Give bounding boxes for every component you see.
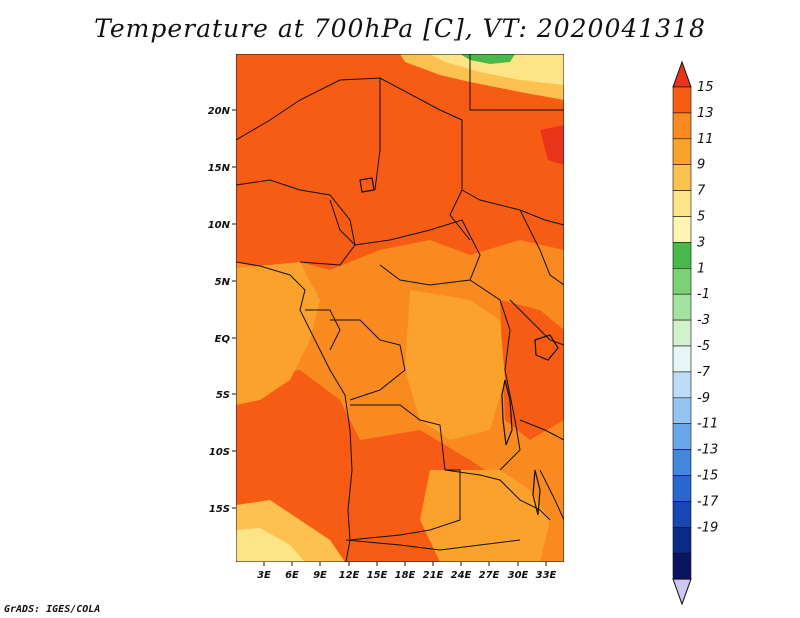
map-title: Temperature at 700hPa [C], VT: 202004131… bbox=[94, 14, 706, 43]
lake-chad bbox=[359, 177, 375, 193]
mild-region-southeast bbox=[420, 470, 550, 562]
colorbar-label: -3 bbox=[697, 313, 710, 328]
border-south bbox=[345, 539, 521, 551]
green-region-north bbox=[460, 54, 515, 64]
colorbar-label: 15 bbox=[697, 80, 714, 95]
lon-label: 3E bbox=[257, 570, 271, 581]
lon-label: 9E bbox=[313, 570, 327, 581]
colorbar-label: -7 bbox=[697, 365, 711, 380]
country-borders bbox=[236, 54, 564, 562]
border-cameroon bbox=[329, 199, 356, 246]
border-tanzania bbox=[519, 419, 564, 441]
lat-label: 10N bbox=[208, 220, 231, 231]
warm-region-east bbox=[500, 300, 564, 440]
colorbar-swatch bbox=[672, 190, 692, 217]
lake-victoria bbox=[534, 334, 559, 361]
border-drc-east bbox=[469, 279, 521, 471]
latitude-axis: 20N 15N 10N 5N EQ 5S 10S 15S bbox=[208, 106, 236, 515]
cool-region-southwest-inner bbox=[236, 528, 305, 562]
colorbar-label: 3 bbox=[697, 235, 705, 250]
border-mozambique bbox=[539, 469, 564, 521]
pale-region-north bbox=[430, 54, 564, 85]
colorbar-label: -15 bbox=[697, 469, 718, 484]
temperature-map bbox=[236, 54, 564, 562]
colorbar-swatch bbox=[672, 526, 692, 554]
colorbar-label: -17 bbox=[697, 494, 719, 509]
colorbar-bottom-arrow bbox=[672, 578, 692, 606]
lon-label: 24E bbox=[451, 570, 472, 581]
colorbar-swatch bbox=[672, 501, 692, 528]
lat-label: 10S bbox=[209, 447, 230, 458]
border-uganda-kenya bbox=[509, 299, 564, 346]
colorbar-label: -5 bbox=[697, 339, 710, 354]
border-car bbox=[354, 219, 481, 286]
warm-region-north bbox=[236, 54, 564, 270]
lon-label: 12E bbox=[339, 570, 360, 581]
colorbar-swatch bbox=[672, 319, 692, 347]
colorbar: 15 13 11 9 7 5 3 1 -1 -3 -5 -7 -9 -11 -13 -15 -17 -19 bbox=[672, 60, 719, 606]
border-chad-sudan bbox=[379, 77, 471, 241]
colorbar-label: -19 bbox=[697, 520, 718, 535]
lon-label: 6E bbox=[285, 570, 299, 581]
colorbar-swatch bbox=[672, 267, 692, 295]
border-nigeria bbox=[236, 179, 356, 266]
lon-label: 27E bbox=[479, 570, 500, 581]
colorbar-swatch bbox=[672, 397, 692, 424]
colorbar-label: 9 bbox=[697, 158, 705, 173]
colorbar-swatch bbox=[672, 138, 692, 166]
border-gabon bbox=[305, 309, 341, 351]
colorbar-swatch bbox=[672, 552, 692, 580]
lon-label: 33E bbox=[536, 570, 557, 581]
border-angola bbox=[349, 404, 461, 541]
grads-credit: GrADS: IGES/COLA bbox=[4, 604, 101, 615]
lat-label: EQ bbox=[215, 334, 231, 345]
colorbar-swatch bbox=[672, 86, 692, 114]
lakes bbox=[359, 177, 559, 516]
colorbar-label: -13 bbox=[697, 443, 718, 458]
colorbar-swatch bbox=[672, 112, 692, 140]
colorbar-label: -11 bbox=[697, 417, 718, 432]
longitude-axis: 3E 6E 9E 12E 15E 18E 21E 24E 27E 30E 33E bbox=[257, 562, 557, 581]
colorbar-swatch bbox=[672, 449, 692, 476]
lat-label: 15N bbox=[208, 163, 231, 174]
coastline-west bbox=[236, 261, 353, 562]
lon-label: 21E bbox=[423, 570, 444, 581]
colorbar-label: 7 bbox=[697, 184, 706, 199]
colorbar-swatch bbox=[672, 242, 692, 269]
colorbar-swatch bbox=[672, 164, 692, 191]
mild-region-west bbox=[236, 262, 320, 405]
border-ethiopia bbox=[519, 209, 564, 286]
colorbar-swatch bbox=[672, 293, 692, 321]
lat-label: 15S bbox=[209, 504, 230, 515]
lake-tanganyika bbox=[501, 379, 513, 446]
border-niger-chad bbox=[236, 77, 381, 191]
lon-label: 15E bbox=[367, 570, 388, 581]
colorbar-label: 11 bbox=[697, 132, 714, 147]
colorbar-swatch bbox=[672, 475, 692, 502]
colorbar-swatch bbox=[672, 371, 692, 399]
colorbar-label: 1 bbox=[697, 261, 705, 276]
lat-label: 5N bbox=[215, 277, 231, 288]
colorbar-label: -1 bbox=[697, 287, 710, 302]
border-egypt-sudan bbox=[469, 54, 564, 111]
colorbar-label: -9 bbox=[697, 391, 710, 406]
colorbar-label: 5 bbox=[697, 210, 705, 225]
colorbar-swatch bbox=[672, 216, 692, 243]
lat-label: 20N bbox=[208, 106, 231, 117]
border-zambia bbox=[444, 469, 551, 521]
colorbar-swatch bbox=[672, 345, 692, 373]
colorbar-top-arrow bbox=[672, 60, 692, 88]
lon-label: 18E bbox=[395, 570, 416, 581]
colorbar-swatch bbox=[672, 423, 692, 450]
lon-label: 30E bbox=[508, 570, 529, 581]
lake-malawi bbox=[532, 469, 541, 516]
lat-label: 5S bbox=[216, 390, 230, 401]
mild-region-center bbox=[405, 290, 505, 440]
hot-region-northeast bbox=[540, 125, 564, 165]
colorbar-label: 13 bbox=[697, 106, 714, 121]
border-congo-drc bbox=[330, 319, 406, 401]
